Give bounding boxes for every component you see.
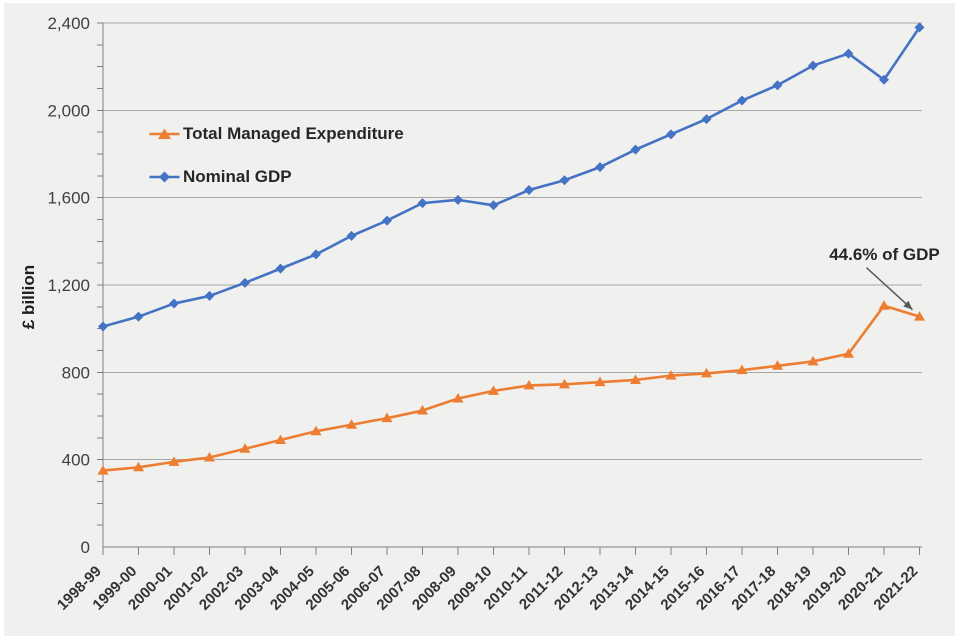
y-tick-label: 1,200	[47, 276, 90, 295]
gdp-marker	[843, 48, 854, 59]
tme-line	[102, 304, 920, 472]
gdp-marker	[630, 144, 641, 155]
y-tick-label: 0	[81, 538, 90, 557]
tme-marker	[843, 348, 854, 358]
y-tick-label: 400	[62, 451, 90, 470]
y-tick-label: 2,400	[47, 14, 90, 33]
gdp-marker	[240, 277, 250, 288]
gdp-legend-swatch	[149, 171, 180, 182]
tme-marker	[914, 311, 925, 321]
tme-marker	[133, 461, 144, 472]
gdp-marker	[98, 321, 108, 332]
diamond-marker-icon	[159, 171, 170, 182]
tme-marker	[488, 385, 499, 395]
gdp-marker	[169, 298, 179, 309]
gdp-marker	[701, 114, 712, 125]
tme-marker	[346, 419, 357, 429]
legend: Total Managed Expenditure Nominal GDP	[149, 122, 404, 208]
gdp-marker	[417, 198, 428, 209]
tme-marker	[275, 434, 286, 445]
gdp-marker	[914, 22, 925, 33]
gdp-marker	[275, 263, 286, 274]
gdp-marker	[346, 230, 357, 241]
gdp-marker	[737, 95, 747, 106]
tme-marker	[417, 405, 428, 415]
gdp-marker	[772, 80, 783, 91]
gdp-marker	[311, 249, 321, 260]
y-axis-title: £ billion	[19, 264, 38, 330]
legend-item-gdp: Nominal GDP	[149, 165, 404, 188]
tme-marker	[736, 364, 748, 375]
tme-marker	[701, 367, 712, 378]
tme-marker	[239, 443, 251, 453]
tme-marker	[807, 355, 819, 366]
gdp-marker	[595, 162, 605, 173]
legend-item-tme: Total Managed Expenditure	[149, 122, 404, 145]
tme-marker	[97, 465, 109, 475]
gdp-marker	[666, 129, 676, 140]
tme-marker	[878, 300, 890, 310]
gdp-marker	[133, 311, 144, 322]
y-tick-label: 800	[62, 363, 90, 382]
y-tick-label: 1,600	[47, 189, 90, 208]
gdp-marker	[453, 194, 463, 205]
tme-marker	[559, 378, 570, 389]
gdp-marker	[524, 185, 534, 196]
tme-marker	[168, 456, 180, 466]
plot-background	[4, 3, 955, 636]
gdp-marker	[488, 200, 499, 211]
tme-legend-label: Total Managed Expenditure	[183, 123, 404, 143]
gdp-marker	[808, 60, 818, 71]
tme-legend-swatch	[149, 128, 180, 139]
tme-marker	[381, 412, 393, 423]
tme-marker	[630, 374, 641, 384]
gdp-marker	[879, 74, 889, 85]
gdp-marker	[382, 215, 392, 226]
gdp-share-annotation: 44.6% of GDP	[829, 245, 940, 264]
gdp-line	[102, 26, 921, 328]
tme-marker	[523, 379, 535, 390]
gdp-marker	[559, 175, 570, 186]
tme-marker	[665, 370, 677, 380]
annotation-arrowhead	[903, 300, 913, 310]
gdp-legend-label: Nominal GDP	[183, 166, 292, 186]
triangle-marker-icon	[158, 128, 171, 139]
y-tick-label: 2,000	[47, 101, 90, 120]
annotation-arrow	[865, 267, 914, 311]
tme-marker	[310, 425, 322, 436]
gdp-marker	[204, 290, 215, 301]
tme-marker	[772, 360, 783, 370]
tme-marker	[452, 393, 464, 403]
tme-marker	[204, 451, 215, 462]
tme-marker	[594, 376, 606, 387]
